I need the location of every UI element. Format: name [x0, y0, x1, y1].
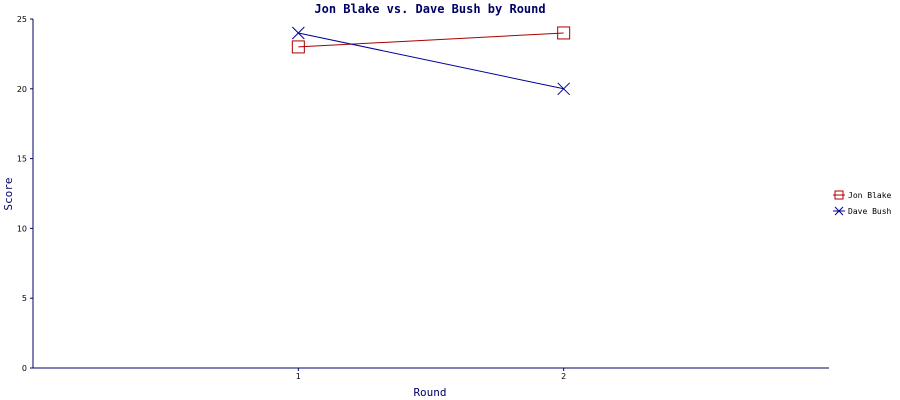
legend-label: Dave Bush — [848, 207, 892, 216]
y-tick-label: 15 — [17, 155, 27, 164]
y-tick-label: 5 — [22, 294, 27, 303]
y-tick-label: 0 — [22, 364, 27, 373]
y-tick-label: 25 — [17, 15, 27, 24]
x-tick-label: 1 — [296, 372, 301, 381]
legend-item: Dave Bush — [833, 206, 892, 216]
legend: Jon Blake Dave Bush — [833, 190, 892, 216]
series-line — [298, 32, 564, 48]
x-tick-label: 2 — [561, 372, 566, 381]
y-axis-label: Score — [2, 177, 15, 210]
series-layer — [291, 26, 571, 96]
y-tick-label: 10 — [17, 224, 27, 233]
data-point — [291, 26, 305, 40]
legend-marker — [834, 206, 844, 216]
data-point — [291, 40, 305, 54]
series-line — [298, 32, 564, 90]
x-axis-label: Round — [413, 386, 446, 399]
y-ticks: 0 5 10 15 20 25 — [17, 15, 33, 373]
data-point — [557, 82, 571, 96]
y-tick-label: 20 — [17, 85, 27, 94]
data-point — [557, 26, 571, 40]
chart-title: Jon Blake vs. Dave Bush by Round — [314, 2, 545, 16]
legend-item: Jon Blake — [833, 190, 892, 200]
legend-marker — [834, 190, 844, 200]
series-0 — [291, 26, 571, 54]
legend-label: Jon Blake — [848, 191, 892, 200]
axes — [32, 19, 829, 369]
series-1 — [291, 26, 571, 96]
